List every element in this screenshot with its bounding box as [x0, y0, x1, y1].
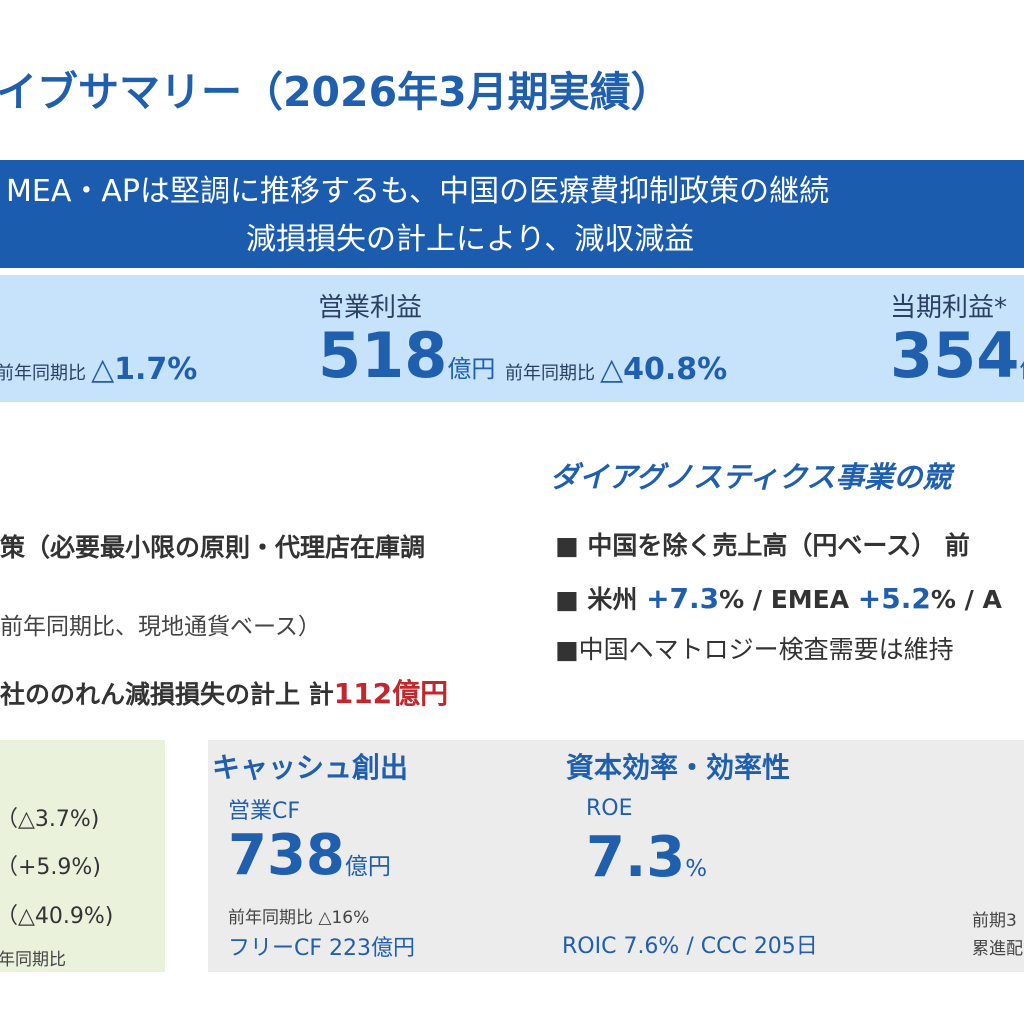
operating-cf-yoy: 前年同期比 △16% [228, 908, 370, 928]
sales-yoy-label: 前年同期比 [0, 363, 86, 384]
op-yoy-value: △40.8% [600, 352, 728, 387]
operating-cf-label: 営業CF [228, 799, 301, 824]
cash-title: キャッシュ創出 [212, 751, 409, 784]
dividend-line-1: 前期3 [972, 911, 1017, 931]
region-americas-label: 米州 [587, 585, 647, 614]
roe-unit: % [685, 856, 708, 882]
bullet-regions: ■ 米州 +7.3% / EMEA +5.2% / A [555, 580, 1002, 616]
op-profit-value: 518 [318, 319, 448, 392]
impairment-text: 社ののれん減損損失の計上 計 [0, 680, 334, 709]
op-profit-label: 営業利益 [318, 293, 423, 323]
region-emea-label: % / EMEA [719, 585, 858, 614]
net-profit-label: 当期利益* [890, 293, 1008, 323]
sales-yoy-value: △1.7% [91, 352, 198, 387]
roic-ccc: ROIC 7.6% / CCC 205日 [562, 934, 818, 959]
left-policy-line: 策（必要最小限の原則・代理店在庫調 [0, 533, 426, 562]
impairment-amount: 112億円 [333, 677, 449, 710]
left-impairment-line: 社ののれん減損損失の計上 計112億円 [0, 672, 448, 712]
bullet-text: 中国ヘマトロジー検査需要は維持 [578, 635, 954, 664]
net-profit-value: 354 [890, 319, 1020, 392]
segment-growth-box [0, 740, 165, 972]
bullet-marker: ■ [555, 585, 579, 614]
capital-efficiency-title: 資本効率・効率性 [566, 751, 791, 784]
roe-value: 7.3 [586, 825, 686, 890]
page-title: イブサマリー（2026年3月期実績） [0, 68, 672, 116]
bullet-marker: ■ [555, 531, 579, 560]
left-basis-note: 前年同期比、現地通貨ベース） [0, 614, 321, 640]
growth-note: 年同期比 [0, 950, 66, 970]
sales-yoy: 前年同期比 △1.7% [0, 352, 197, 387]
bullet-sales-ex-china: ■ 中国を除く売上高（円ベース） 前 [555, 526, 970, 562]
banner-line-1: MEA・APは堅調に推移するも、中国の医療費抑制政策の継続 [6, 174, 830, 209]
growth-row-1: （△3.7%) [0, 807, 100, 832]
roe-block: 7.3% [586, 830, 707, 886]
kpi-band [0, 275, 1024, 402]
region-ap-label: % / A [930, 585, 1002, 614]
free-cf: フリーCF 223億円 [228, 936, 416, 961]
diagnostics-section-title: ダイアグノスティクス事業の競 [550, 460, 952, 494]
headline-banner [0, 160, 1024, 268]
operating-cf-block: 738億円 [228, 828, 391, 884]
growth-row-2: （+5.9%) [0, 855, 101, 880]
op-profit-unit: 億円 [447, 355, 496, 383]
bullet-marker: ■ [555, 635, 579, 664]
dividend-line-2: 累進配 [972, 939, 1023, 959]
operating-cf-value: 738 [228, 823, 345, 888]
operating-cf-unit: 億円 [344, 854, 391, 880]
cash-capital-box [208, 740, 1024, 972]
bullet-china-hematology: ■中国ヘマトロジー検査需要は維持 [555, 630, 954, 666]
op-profit-block: 518億円 [318, 325, 495, 387]
banner-line-2: 減損損失の計上により、減収減益 [246, 222, 695, 257]
roe-label: ROE [586, 796, 633, 821]
op-yoy: 前年同期比 △40.8% [505, 352, 727, 387]
growth-row-3: （△40.9%) [0, 904, 114, 929]
net-profit-block: 354億 [890, 325, 1024, 387]
op-yoy-label: 前年同期比 [505, 363, 595, 384]
net-profit-unit: 億 [1019, 355, 1024, 383]
bullet-text: 中国を除く売上高（円ベース） 前 [587, 531, 970, 560]
emea-growth: +5.2 [857, 582, 931, 615]
americas-growth: +7.3 [646, 582, 720, 615]
